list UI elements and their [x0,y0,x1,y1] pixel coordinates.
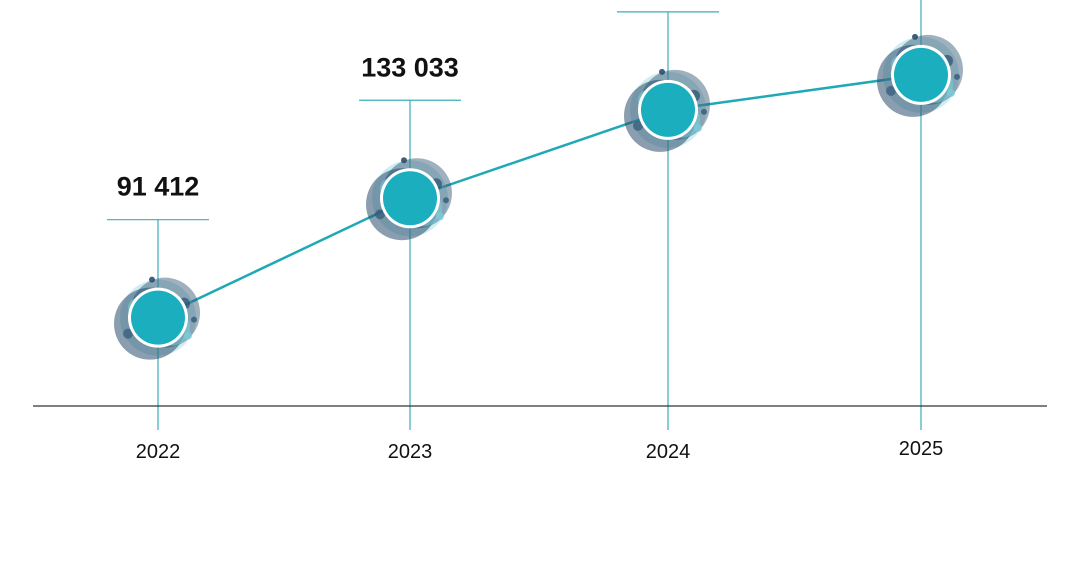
data-point [877,33,963,117]
splash [436,212,444,221]
data-point [114,276,200,360]
splash [443,197,449,204]
x-tick-label: 2023 [388,441,433,463]
splash [694,123,702,132]
splash [123,328,133,339]
splash [947,88,955,97]
series-line [157,73,922,319]
data-label: 133 033 [361,52,459,82]
splash [401,157,407,164]
x-tick-label: 2024 [646,441,691,463]
splash [886,85,896,96]
x-tick-label: 2025 [899,438,944,460]
data-point [624,68,710,152]
splash [659,68,665,75]
leader-lines [107,0,922,430]
marker [894,47,948,102]
marker [383,171,437,226]
data-markers [114,33,963,360]
splash [633,120,643,131]
splash [191,316,197,323]
marker [641,82,695,137]
splash [184,331,192,340]
data-label: 91 412 [117,172,200,202]
splash [701,108,707,115]
splash [375,209,385,220]
x-tick-label: 2022 [136,441,181,463]
data-point [366,157,452,241]
splash [954,73,960,80]
splash [912,33,918,40]
splash [149,276,155,283]
marker [131,290,185,345]
